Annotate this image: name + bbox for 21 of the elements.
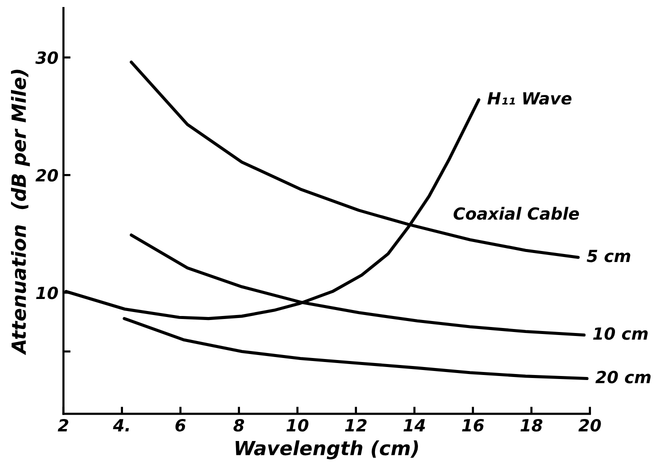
series-label: 10 cm [593,327,648,340]
y-tick-label: 30 [35,51,58,64]
x-tick-label: 14 [404,419,425,432]
x-tick-label: 2 [58,418,68,432]
series-label: H₁₁ Wave [487,92,572,105]
series-label: 20 cm [595,370,651,384]
series-label: 5 cm [586,250,630,262]
x-tick-label: 10 [286,418,308,432]
x-axis-title: Wavelength (cm) [236,440,418,460]
annotation: Coaxial Cable [454,206,579,220]
x-tick-label: 4. [112,419,129,432]
x-tick-label: 16 [462,418,484,432]
y-axis-title: Attenuation (dB per Mile) [11,70,30,356]
y-tick-label: 10 [36,286,58,300]
x-tick-label: 18 [520,418,542,432]
line-series [122,317,589,380]
x-tick-label: 6 [175,418,186,432]
x-tick-label: 12 [345,418,367,432]
y-tick-label: 20 [36,169,58,182]
x-tick-label: 20 [578,418,601,432]
x-tick-label: 8 [233,418,244,432]
